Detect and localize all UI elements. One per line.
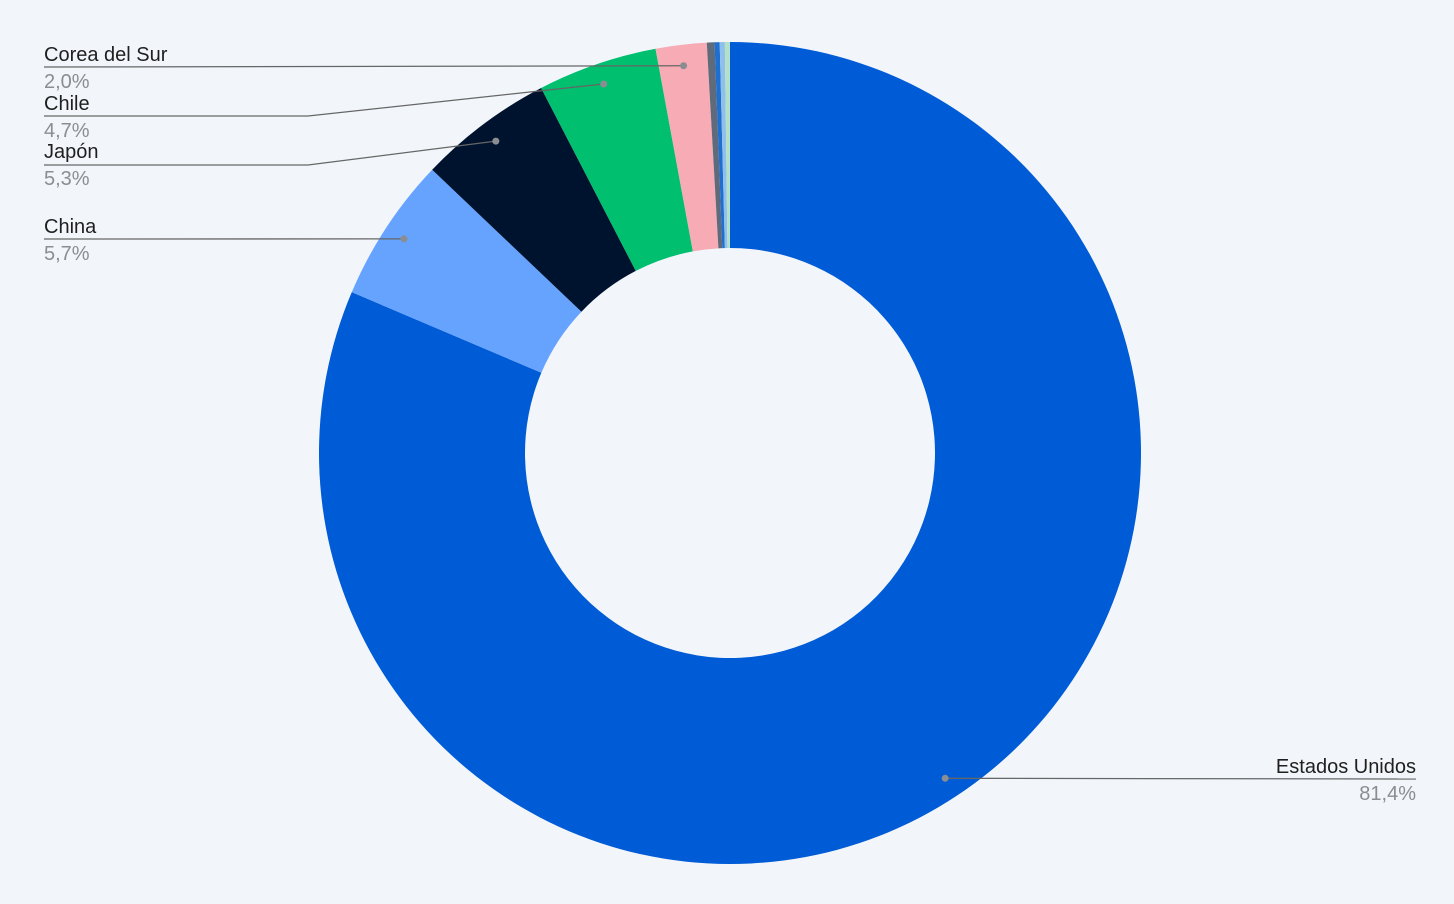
slice-value-label: 4,7% bbox=[44, 120, 90, 142]
donut-slice bbox=[714, 42, 725, 249]
leader-dot bbox=[941, 774, 949, 782]
slice-value-label: 5,7% bbox=[44, 243, 90, 265]
leader-dot bbox=[492, 137, 500, 145]
donut-slice bbox=[351, 169, 582, 373]
donut-slice bbox=[719, 42, 728, 249]
donut-slice bbox=[432, 87, 636, 312]
slice-label: Corea del Sur bbox=[44, 44, 168, 66]
slice-value-label: 2,0% bbox=[44, 71, 90, 93]
slice-value-label: 81,4% bbox=[1359, 783, 1416, 805]
leader-line bbox=[43, 65, 684, 68]
leader-dot bbox=[600, 80, 608, 88]
donut-slice bbox=[541, 48, 693, 271]
donut-slice bbox=[318, 42, 1142, 864]
slice-label: Chile bbox=[44, 93, 90, 115]
leader-line bbox=[44, 83, 604, 117]
slice-label: Estados Unidos bbox=[1276, 756, 1416, 778]
donut-slice bbox=[655, 42, 719, 252]
leader-line bbox=[945, 777, 1417, 780]
leader-dot bbox=[400, 235, 408, 243]
slice-value-label: 5,3% bbox=[44, 168, 90, 190]
slice-label: Japón bbox=[44, 141, 99, 163]
leader-dot bbox=[680, 62, 688, 70]
leader-line bbox=[44, 140, 496, 166]
donut-slice bbox=[706, 42, 723, 249]
slice-label: China bbox=[44, 216, 97, 238]
donut-slice bbox=[724, 42, 730, 249]
